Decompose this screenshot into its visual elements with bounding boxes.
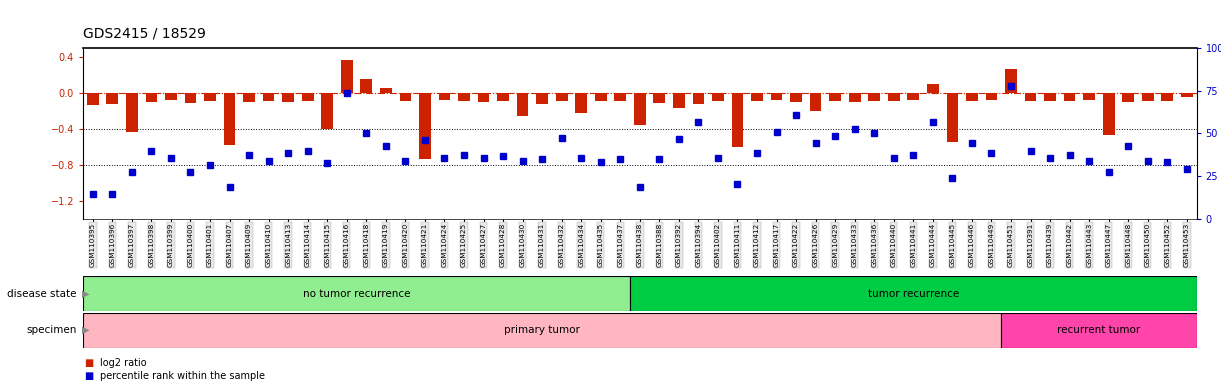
Bar	[83, 276, 630, 311]
Text: ■: ■	[84, 358, 94, 368]
Bar	[497, 93, 509, 101]
Bar	[83, 313, 1001, 348]
Bar	[321, 93, 333, 129]
Bar	[204, 93, 216, 101]
Bar	[360, 79, 372, 93]
Bar	[1001, 313, 1197, 348]
Text: disease state: disease state	[7, 289, 77, 299]
Bar	[223, 93, 236, 145]
Bar	[87, 93, 99, 105]
Bar	[145, 93, 158, 102]
Bar	[516, 93, 529, 116]
Bar	[634, 93, 646, 125]
Bar	[556, 93, 568, 101]
Bar	[575, 93, 587, 113]
Bar	[692, 93, 705, 104]
Text: log2 ratio: log2 ratio	[100, 358, 147, 368]
Bar	[810, 93, 822, 111]
Bar	[438, 93, 451, 100]
Bar	[595, 93, 607, 101]
Bar	[399, 93, 411, 101]
Bar	[985, 93, 998, 100]
Bar	[653, 93, 665, 103]
Bar	[790, 93, 802, 102]
Bar	[630, 276, 1197, 311]
Bar	[868, 93, 880, 101]
Bar	[712, 93, 724, 101]
Text: no tumor recurrence: no tumor recurrence	[303, 289, 410, 299]
Bar	[458, 93, 470, 101]
Bar	[126, 93, 138, 132]
Bar	[106, 93, 118, 104]
Bar	[243, 93, 255, 102]
Bar	[282, 93, 294, 102]
Bar	[263, 93, 275, 101]
Text: recurrent tumor: recurrent tumor	[1057, 325, 1140, 335]
Bar	[907, 93, 919, 100]
Bar	[614, 93, 626, 101]
Text: tumor recurrence: tumor recurrence	[868, 289, 958, 299]
Bar	[751, 93, 763, 101]
Bar	[380, 88, 392, 93]
Bar	[1044, 93, 1056, 101]
Bar	[477, 93, 490, 102]
Bar	[165, 93, 177, 100]
Text: GDS2415 / 18529: GDS2415 / 18529	[83, 26, 206, 40]
Bar	[829, 93, 841, 101]
Bar	[419, 93, 431, 159]
Bar	[770, 93, 783, 100]
Bar	[1083, 93, 1095, 100]
Bar	[1103, 93, 1115, 135]
Bar	[888, 93, 900, 101]
Bar	[302, 93, 314, 101]
Text: ▶: ▶	[82, 289, 89, 299]
Bar	[1063, 93, 1076, 101]
Bar	[184, 93, 197, 103]
Bar	[1142, 93, 1154, 101]
Bar	[966, 93, 978, 101]
Text: ■: ■	[84, 371, 94, 381]
Text: ▶: ▶	[82, 325, 89, 335]
Bar	[1122, 93, 1134, 102]
Bar	[1024, 93, 1037, 101]
Text: percentile rank within the sample: percentile rank within the sample	[100, 371, 265, 381]
Bar	[1005, 69, 1017, 93]
Bar	[946, 93, 958, 142]
Bar	[849, 93, 861, 102]
Bar	[927, 84, 939, 93]
Bar	[1181, 93, 1193, 98]
Bar	[341, 60, 353, 93]
Text: primary tumor: primary tumor	[504, 325, 580, 335]
Bar	[1161, 93, 1173, 101]
Bar	[536, 93, 548, 104]
Text: specimen: specimen	[27, 325, 77, 335]
Bar	[673, 93, 685, 108]
Bar	[731, 93, 744, 147]
